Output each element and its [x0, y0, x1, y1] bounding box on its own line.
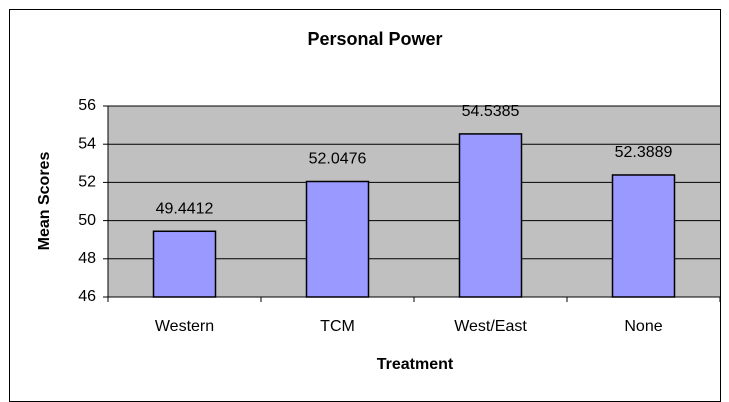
x-tick-label: West/East [454, 318, 527, 335]
x-tick-label: Western [155, 318, 214, 335]
bar [152, 230, 217, 298]
y-tick-label: 48 [78, 250, 96, 267]
y-axis-label: Mean Scores [36, 152, 53, 251]
bar [458, 133, 523, 298]
data-label: 52.3889 [615, 144, 673, 161]
y-tick-label: 50 [78, 212, 96, 229]
y-tick-label: 52 [78, 174, 96, 191]
x-tick-label: TCM [320, 318, 355, 335]
bar [305, 180, 370, 298]
data-label: 49.4412 [156, 200, 214, 217]
bar [611, 174, 676, 298]
data-label: 54.5385 [462, 103, 520, 120]
data-label: 52.0476 [309, 151, 367, 168]
y-tick-label: 56 [78, 97, 96, 114]
y-tick-label: 46 [78, 288, 96, 305]
y-tick-label: 54 [78, 135, 96, 152]
x-axis-label: Treatment [377, 356, 454, 373]
x-tick-label: None [624, 318, 662, 335]
chart-title: Personal Power [307, 29, 442, 49]
